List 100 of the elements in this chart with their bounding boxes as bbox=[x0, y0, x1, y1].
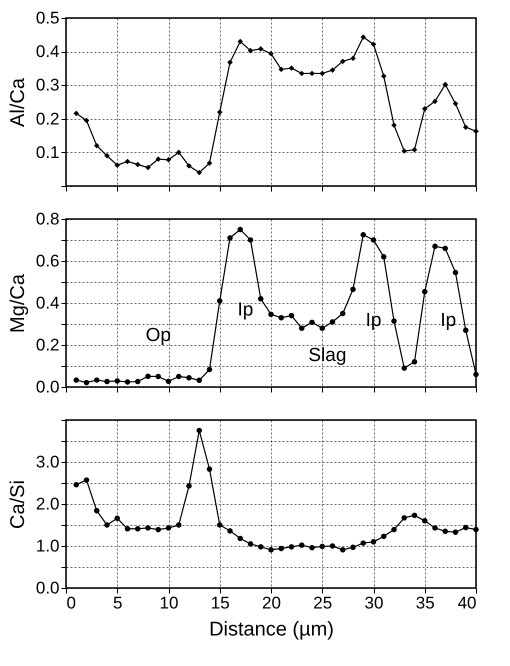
point bbox=[84, 118, 90, 124]
point bbox=[227, 235, 233, 241]
y-tick-label: 0.4 bbox=[36, 42, 60, 62]
point bbox=[248, 237, 254, 243]
y-axis-title: Al/Ca bbox=[6, 77, 29, 127]
point bbox=[124, 158, 130, 164]
y-tick-label: 0.8 bbox=[36, 210, 60, 228]
point bbox=[432, 98, 438, 104]
point bbox=[176, 374, 182, 380]
y-axis-title: Mg/Ca bbox=[6, 273, 29, 333]
y-tick-label: 3.0 bbox=[36, 452, 60, 472]
point bbox=[381, 254, 386, 260]
y-axis-title: Ca/Si bbox=[6, 480, 29, 529]
point bbox=[268, 50, 274, 56]
y-tick-label: 0.2 bbox=[36, 336, 60, 354]
x-tick-label: 25 bbox=[313, 594, 332, 612]
point bbox=[238, 226, 243, 232]
point bbox=[258, 296, 264, 302]
y-tick-label: 1.0 bbox=[36, 536, 60, 556]
x-tick-label: 40 bbox=[458, 594, 476, 612]
point bbox=[206, 160, 212, 166]
point bbox=[299, 70, 304, 76]
point bbox=[442, 246, 448, 252]
point bbox=[350, 286, 356, 292]
point bbox=[432, 244, 438, 250]
point bbox=[422, 288, 428, 294]
point bbox=[360, 34, 366, 40]
x-tick-label: 20 bbox=[262, 594, 281, 612]
x-tick-label: 30 bbox=[364, 594, 384, 612]
point bbox=[238, 38, 243, 44]
point bbox=[320, 325, 325, 331]
point bbox=[288, 65, 294, 71]
point bbox=[94, 377, 100, 383]
point bbox=[412, 146, 418, 152]
point bbox=[124, 379, 130, 385]
point bbox=[278, 66, 284, 72]
y-tick-label: 0.3 bbox=[36, 76, 60, 95]
point bbox=[186, 163, 192, 169]
point bbox=[320, 70, 325, 76]
y-tick-label: 0.1 bbox=[36, 142, 60, 162]
point bbox=[350, 56, 356, 62]
x-tick-label: 15 bbox=[210, 594, 230, 612]
point bbox=[156, 374, 161, 380]
point bbox=[299, 325, 304, 331]
annotation: Ip bbox=[366, 310, 382, 331]
point bbox=[114, 378, 120, 384]
point bbox=[186, 375, 192, 380]
point bbox=[340, 310, 346, 316]
y-tick-label: 0.0 bbox=[36, 378, 60, 396]
point bbox=[463, 124, 468, 130]
y-tick-label: 2.0 bbox=[36, 494, 60, 514]
point bbox=[145, 164, 151, 170]
x-tick-label: 35 bbox=[416, 594, 435, 612]
point bbox=[166, 378, 172, 384]
point bbox=[360, 232, 366, 238]
annotation: Op bbox=[146, 324, 171, 346]
point bbox=[196, 378, 202, 384]
point bbox=[330, 67, 336, 73]
point bbox=[442, 82, 448, 88]
point bbox=[196, 170, 202, 176]
x-axis-title: Distance (µm) bbox=[209, 618, 334, 640]
point bbox=[463, 328, 468, 334]
point bbox=[74, 377, 79, 383]
point bbox=[145, 374, 151, 380]
point bbox=[309, 320, 315, 326]
x-tick-label: 5 bbox=[113, 594, 122, 612]
point bbox=[268, 312, 274, 318]
point bbox=[309, 70, 315, 76]
point bbox=[452, 270, 458, 276]
annotation: Slag bbox=[308, 345, 346, 366]
point bbox=[340, 58, 346, 64]
point bbox=[330, 319, 336, 325]
point bbox=[381, 73, 386, 79]
point bbox=[166, 157, 172, 163]
y-tick-label: 0.4 bbox=[36, 294, 60, 312]
point bbox=[114, 162, 120, 168]
x-tick-label: 0 bbox=[66, 594, 76, 612]
y-tick-label: 0.0 bbox=[36, 578, 60, 598]
point bbox=[74, 110, 79, 116]
point bbox=[217, 298, 222, 304]
point bbox=[84, 380, 90, 386]
point bbox=[412, 359, 418, 365]
annotation: Ip bbox=[237, 300, 254, 321]
annotation: Ip bbox=[440, 310, 456, 331]
y-tick-label: 0.2 bbox=[36, 109, 60, 128]
point bbox=[156, 156, 161, 162]
y-tick-label: 0.6 bbox=[36, 252, 60, 270]
point bbox=[217, 109, 222, 115]
point bbox=[370, 41, 376, 47]
point bbox=[176, 150, 182, 156]
point bbox=[206, 366, 212, 372]
point bbox=[370, 237, 376, 243]
point bbox=[104, 378, 110, 384]
point bbox=[288, 312, 294, 318]
x-tick-label: 10 bbox=[160, 594, 178, 612]
y-tick-label: 0.5 bbox=[36, 8, 60, 28]
point bbox=[422, 106, 428, 112]
point bbox=[248, 48, 254, 54]
point bbox=[391, 318, 397, 324]
point bbox=[473, 372, 479, 378]
